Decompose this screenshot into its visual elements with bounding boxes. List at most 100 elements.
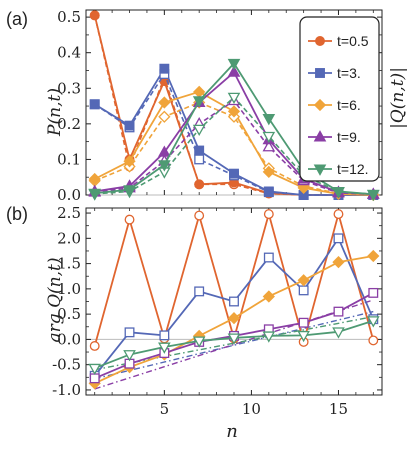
arg-line-t-0-5 — [93, 210, 375, 347]
legend-entry-t-0-5: t=0.5 — [337, 33, 369, 49]
panel-b-x-tick-label: 5 — [160, 400, 170, 418]
arg-point-t-12 — [332, 327, 345, 339]
legend-swatch-marker-t-9 — [313, 130, 327, 142]
arg-point-t-0-5 — [368, 335, 379, 346]
panel-b-y-tick-label: -0.5 — [52, 356, 81, 374]
legend-swatch-marker-t-6 — [313, 98, 327, 112]
panel-b-y-tick-label: 1.5 — [57, 255, 81, 273]
panel-a-y-tick-label: 0.3 — [57, 79, 81, 97]
p-point-t-6 — [262, 165, 275, 178]
p-point-t-3 — [229, 168, 239, 179]
arg-point-t-12 — [123, 350, 136, 362]
absq-point-t-3 — [194, 154, 205, 165]
y-axis-label-b: arg Q(n,t) — [45, 258, 65, 343]
reference-line-t3 — [94, 310, 374, 380]
arg-point-t-0-5 — [194, 210, 205, 221]
p-point-t-3 — [159, 63, 170, 74]
arg-point-t-9 — [368, 287, 379, 298]
arg-point-t-3 — [333, 233, 344, 244]
arg-point-t-0-5 — [263, 209, 274, 220]
arg-point-t-3 — [263, 252, 274, 263]
arg-point-t-6 — [332, 255, 345, 269]
p-point-t-3 — [263, 186, 274, 197]
panel-a-y-tick-label: 0.0 — [57, 186, 81, 204]
arg-point-t-12 — [88, 363, 102, 376]
panel-b-y-tick-label: 2.0 — [57, 229, 81, 247]
p-point-t-0-5 — [89, 10, 100, 21]
p-point-t-9 — [227, 65, 241, 77]
plot-panel-b: -1.0 -0.5 0.0 0.5 1.0 1.5 2.0 2.5 5 10 15 — [52, 204, 383, 418]
arg-point-t-0-5 — [333, 209, 344, 220]
arg-line-t-3 — [94, 236, 375, 377]
arg-point-t-9 — [298, 317, 309, 328]
p-point-t-9 — [158, 145, 171, 157]
arg-point-t-6 — [262, 290, 275, 303]
arg-point-t-3 — [194, 286, 205, 297]
panel-a-y-tick-label: 0.4 — [57, 44, 81, 62]
p-point-t-12 — [123, 185, 136, 197]
arg-point-t-9 — [89, 373, 100, 384]
panel-b-y-tick-label: 1.0 — [57, 280, 81, 298]
panel-a-y-tick-label: 0.2 — [57, 115, 81, 133]
panel-b-label: (b) — [6, 204, 28, 224]
legend: t=0.5 t=3. t=6. t=9. t=12. — [299, 16, 380, 182]
arg-point-t-12 — [227, 333, 241, 345]
p-point-t-12 — [227, 58, 241, 71]
arg-point-t-3 — [124, 327, 135, 338]
p-point-t-6 — [297, 181, 310, 195]
legend-swatch-marker-t-0-5 — [315, 36, 325, 46]
arg-point-t-3 — [159, 330, 170, 341]
arg-point-t-6 — [367, 249, 380, 263]
p-point-t-12 — [158, 160, 171, 172]
y-axis-label-a: P(n,t) — [45, 88, 65, 137]
p-point-t-6 — [123, 155, 136, 168]
absq-point-t-12 — [192, 124, 206, 137]
arg-point-t-12 — [158, 342, 171, 354]
arg-point-t-12 — [192, 336, 206, 348]
legend-entry-t-6: t=6. — [337, 97, 361, 113]
p-point-t-12 — [366, 189, 380, 202]
p-point-t-3 — [194, 145, 205, 156]
panel-b-y-tick-label: 0.5 — [57, 305, 81, 323]
x-axis-label: n — [226, 421, 238, 442]
absq-point-t-12 — [262, 131, 276, 144]
panel-a-y-tick-label: 0.5 — [57, 8, 81, 26]
arg-point-t-9 — [333, 306, 344, 317]
panel-b-y-tick-label: 2.5 — [57, 204, 81, 222]
arg-point-t-3 — [298, 285, 309, 296]
legend-entry-t-3: t=3. — [337, 65, 361, 81]
arg-point-t-12 — [297, 330, 310, 343]
legend-swatch-marker-t-12 — [313, 164, 327, 176]
panel-b-x-tick-label: 15 — [329, 400, 348, 418]
panel-a-label: (a) — [6, 9, 28, 29]
legend-entry-t-9: t=9. — [337, 129, 361, 145]
p-point-t-12 — [332, 186, 345, 199]
arg-point-t-3 — [229, 296, 239, 307]
arg-point-t-0-5 — [124, 214, 135, 225]
legend-entry-t-12: t=12. — [337, 161, 369, 177]
panel-b-y-tick-label: -1.0 — [52, 381, 81, 399]
arg-point-t-6 — [297, 274, 310, 287]
p-point-t-0-5 — [194, 179, 205, 190]
arg-point-t-0-5 — [89, 341, 100, 351]
panel-a-y-tick-label: 0.1 — [57, 150, 81, 168]
p-point-t-6 — [193, 85, 206, 98]
arg-point-t-6 — [227, 312, 241, 325]
plot-panel-a: 0.0 0.1 0.2 0.3 0.4 0.5 t=0.5 t=3. t=6. t=9. t=12. — [57, 8, 383, 204]
p-point-t-3 — [89, 99, 100, 110]
p-point-t-12 — [192, 96, 206, 108]
p-point-t-6 — [158, 96, 171, 109]
arg-point-t-12 — [366, 316, 380, 328]
absq-point-t-6 — [158, 110, 171, 123]
arg-point-t-12 — [262, 331, 276, 343]
p-point-t-12 — [88, 188, 102, 201]
panel-b-y-tick-label: 0.0 — [57, 330, 81, 348]
p-point-t-6 — [88, 172, 101, 186]
p-point-t-6 — [227, 105, 241, 118]
absq-point-t-12 — [227, 92, 241, 104]
p-point-t-3 — [124, 120, 135, 131]
legend-swatch-marker-t-3 — [315, 68, 325, 78]
p-point-t-12 — [262, 114, 276, 126]
panel-b-x-tick-label: 10 — [242, 400, 261, 418]
